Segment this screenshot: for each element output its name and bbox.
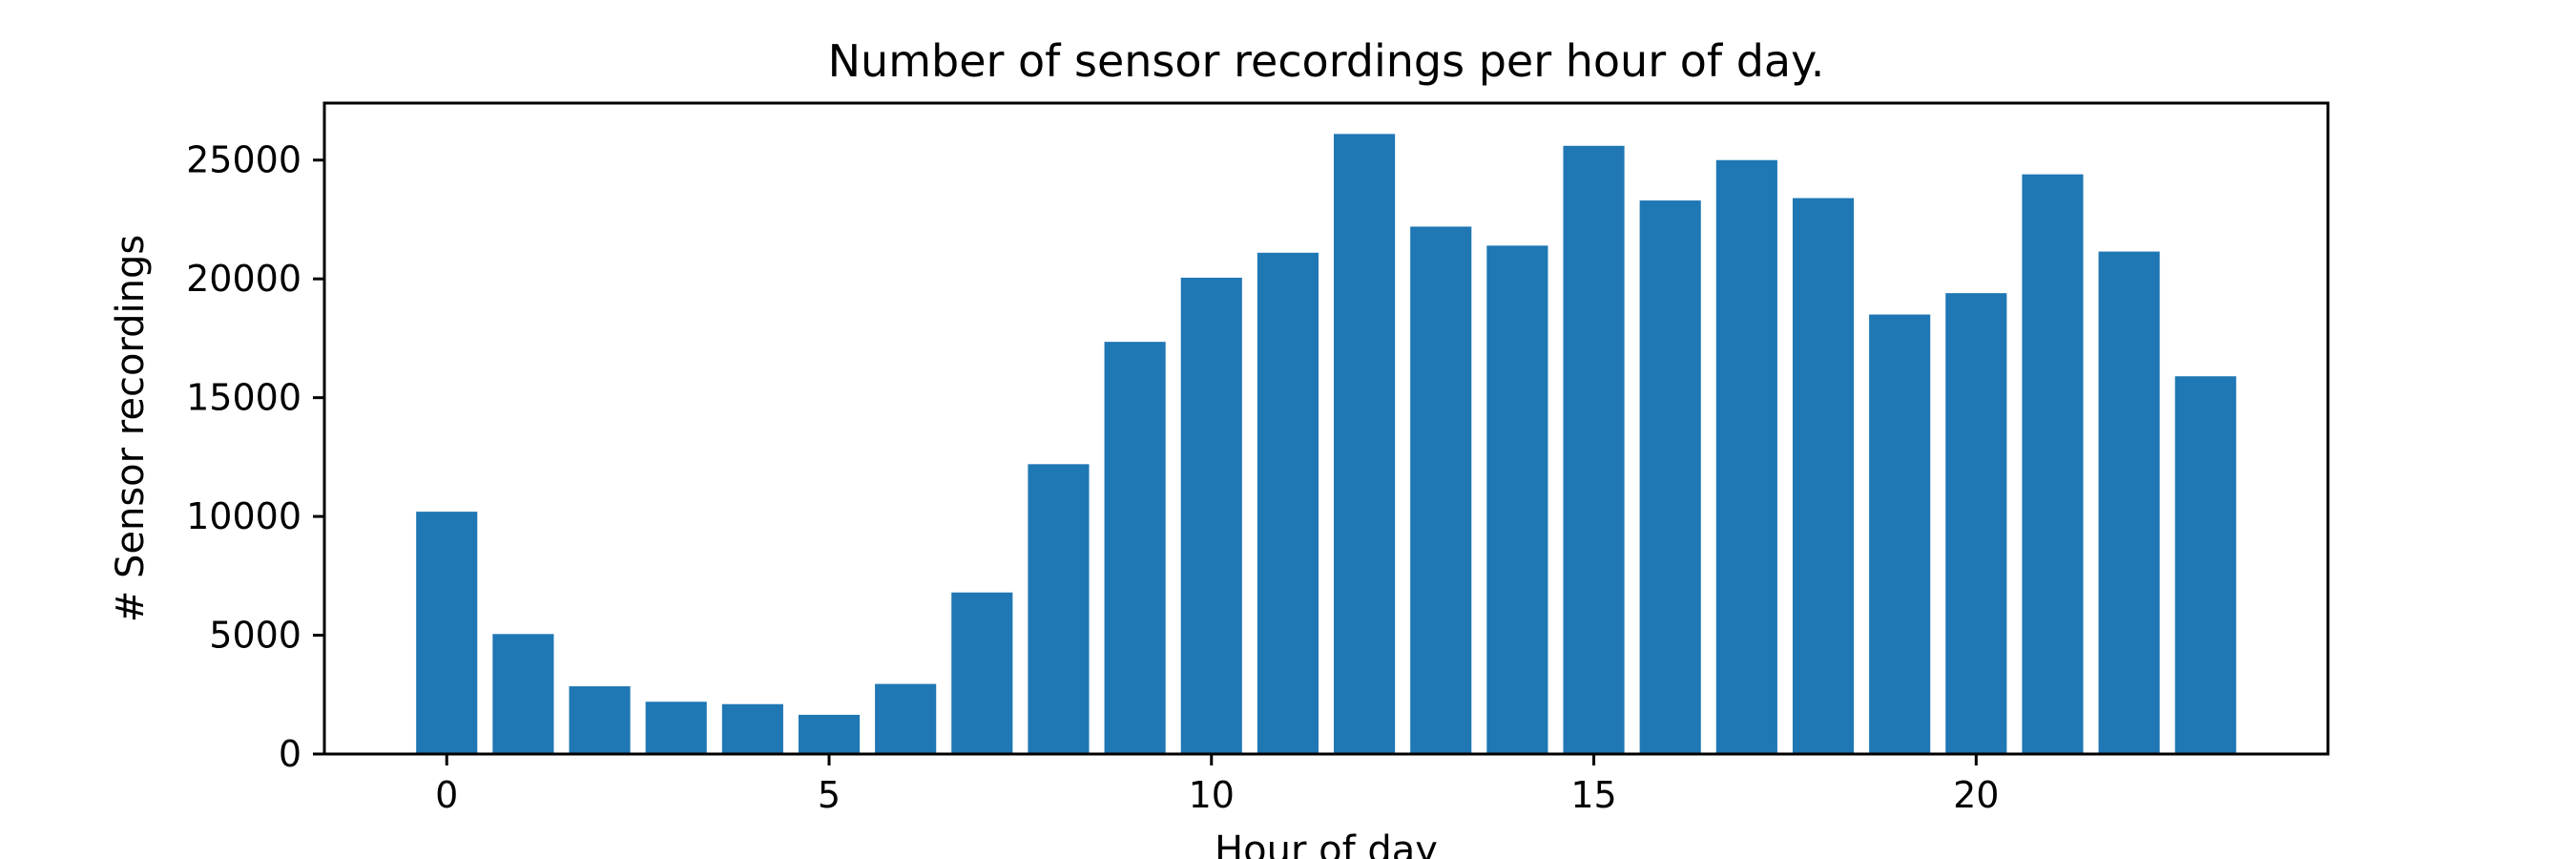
chart-title: Number of sensor recordings per hour of … xyxy=(828,35,1825,87)
bar-hour-21 xyxy=(2022,174,2084,755)
bar-hour-13 xyxy=(1410,226,1472,754)
bar-hour-12 xyxy=(1334,134,1396,754)
bar-hour-0 xyxy=(416,512,478,754)
bar-hour-22 xyxy=(2098,251,2160,755)
bar-hour-20 xyxy=(1945,293,2007,754)
bar-hour-6 xyxy=(875,683,937,754)
bar-hour-17 xyxy=(1715,159,1777,754)
bar-hour-7 xyxy=(951,592,1013,754)
x-tick-label: 15 xyxy=(1570,774,1616,816)
y-axis: 0 5000 10000 15000 20000 25000 xyxy=(186,139,324,775)
bar-hour-1 xyxy=(492,634,554,754)
plot-frame xyxy=(322,101,2330,756)
y-tick-label: 5000 xyxy=(209,615,301,657)
bar-hour-2 xyxy=(569,686,631,754)
y-tick-label: 25000 xyxy=(186,139,301,181)
bar-hour-19 xyxy=(1869,314,1931,754)
x-tick-label: 0 xyxy=(435,774,458,816)
y-tick-label: 10000 xyxy=(186,495,301,537)
bar-hour-3 xyxy=(645,702,707,754)
x-tick-label: 5 xyxy=(818,774,841,816)
x-axis-title: Hour of day xyxy=(1215,828,1438,859)
bar-hour-18 xyxy=(1792,198,1855,755)
bar-hour-11 xyxy=(1257,252,1319,755)
bar-hour-8 xyxy=(1028,464,1090,754)
bars-group xyxy=(416,134,2236,755)
x-tick-label: 20 xyxy=(1953,774,1999,816)
bar-hour-5 xyxy=(798,714,861,754)
bar-hour-9 xyxy=(1104,342,1166,754)
bar-hour-4 xyxy=(721,703,783,754)
bar-hour-14 xyxy=(1486,245,1548,754)
bar-hour-16 xyxy=(1639,200,1701,755)
y-axis-title: # Sensor recordings xyxy=(109,235,153,623)
y-tick-label: 15000 xyxy=(186,377,301,419)
x-tick-label: 10 xyxy=(1189,774,1235,816)
bar-hour-23 xyxy=(2174,376,2236,754)
y-tick-label: 20000 xyxy=(186,258,301,300)
x-axis: 0 5 10 15 20 xyxy=(435,754,1999,816)
y-tick-label: 0 xyxy=(279,733,301,775)
bar-hour-15 xyxy=(1563,145,1625,754)
bar-hour-10 xyxy=(1180,277,1242,754)
